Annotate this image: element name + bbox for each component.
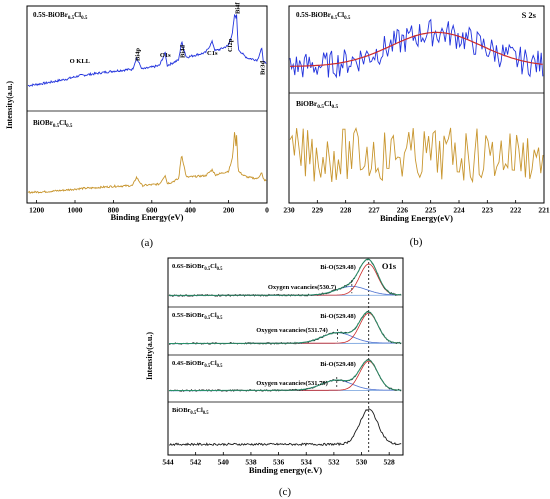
ov-label: Oxygen vacancies(531.79) xyxy=(256,380,328,387)
x-tick-label: 1000 xyxy=(68,206,83,215)
ov-component xyxy=(169,332,402,344)
x-tick-label: 534 xyxy=(301,458,313,467)
panel-c-frame xyxy=(167,257,404,456)
x-tick-label: 400 xyxy=(185,206,197,215)
peak-annotation: O KLL xyxy=(70,58,91,65)
x-tick-label: 221 xyxy=(538,206,550,215)
series-line-raw xyxy=(289,18,544,79)
x-tick-label: 228 xyxy=(340,206,352,215)
x-tick-label: 230 xyxy=(283,206,295,215)
x-tick-label: 227 xyxy=(368,206,380,215)
series-line-pristine-b xyxy=(289,127,544,184)
panel-c-title: O1s xyxy=(382,261,397,271)
peak-annotation: Bi4f xyxy=(234,2,241,14)
y-axis-label: Intensity(a.u.) xyxy=(5,81,14,129)
x-tick-label: 538 xyxy=(245,458,257,467)
x-tick-label: 226 xyxy=(397,206,409,215)
x-tick-label: 800 xyxy=(108,206,120,215)
series-line-0.5S xyxy=(27,13,267,87)
x-axis-label-b: Binding Energy(eV) xyxy=(380,213,453,223)
series-line-pristine xyxy=(27,132,267,194)
sample-label-a-top: 0.5S-BiOBr0.5Cl0.5 xyxy=(33,11,88,21)
x-tick-label: 536 xyxy=(273,458,285,467)
x-axis-label: Binding Energy(eV) xyxy=(111,212,184,222)
ov-label: Oxygen vacancies(530.7) xyxy=(268,284,336,291)
series-line-fit xyxy=(290,31,543,67)
panel-b-title: S 2s xyxy=(522,10,537,20)
panel-b-frame xyxy=(288,5,545,204)
peak-annotation: C1s xyxy=(207,50,218,57)
x-tick-label: 229 xyxy=(312,206,324,215)
x-tick-label: 224 xyxy=(453,206,465,215)
peak-annotation: O1s xyxy=(160,52,171,59)
peak-annotation: Cl2p xyxy=(227,38,234,52)
sample-label-a-bottom: BiOBr0.5Cl0.5 xyxy=(33,119,73,129)
bi-o-label: Bi-O(529.48) xyxy=(320,361,356,368)
envelope-fit xyxy=(169,311,402,344)
sample-label-b-bottom: BiOBr0.5Cl0.5 xyxy=(296,99,339,110)
panel-a-frame xyxy=(26,5,268,204)
x-tick-label: 540 xyxy=(218,458,230,467)
x-tick-label: 0 xyxy=(265,206,269,215)
bi-o-label: Bi-O(529.48) xyxy=(320,313,356,320)
x-tick-label: 532 xyxy=(328,458,340,467)
sample-label-c: BiOBr0.5Cl0.5 xyxy=(172,407,209,416)
ov-label: Oxygen vacancies(531.74) xyxy=(256,327,328,334)
x-tick-label: 542 xyxy=(190,458,202,467)
x-tick-label: 544 xyxy=(162,458,174,467)
bi-o-label: Bi-O(529.48) xyxy=(320,264,356,271)
peak-annotation: Br3d xyxy=(260,61,267,75)
x-tick-label: 223 xyxy=(482,206,494,215)
y-axis-label-c: Intensity(a.u.) xyxy=(145,332,154,380)
x-tick-label: 222 xyxy=(510,206,522,215)
peak-annotation: Bi4d xyxy=(180,45,187,58)
caption-a: (a) xyxy=(141,237,154,249)
sample-label-c: 0.4S-BiOBr0.5Cl0.5 xyxy=(172,360,223,369)
raw-spectrum xyxy=(168,408,402,447)
x-axis-label-c: Binding energy(e.V) xyxy=(249,465,322,475)
x-tick-label: 530 xyxy=(356,458,368,467)
envelope-fit xyxy=(169,258,402,296)
sample-label-b-top: 0.5S-BiOBr0.5Cl0.5 xyxy=(296,11,351,21)
sample-label-c: 0.5S-BiOBr0.5Cl0.5 xyxy=(172,312,223,321)
peak-annotation: Bi4p xyxy=(134,48,141,61)
caption-b: (b) xyxy=(410,236,423,248)
x-tick-label: 1200 xyxy=(29,206,44,215)
x-tick-label: 600 xyxy=(146,206,158,215)
sample-label-c: 0.6S-BiOBr0.5Cl0.5 xyxy=(172,263,223,272)
x-tick-label: 225 xyxy=(425,206,437,215)
x-tick-label: 200 xyxy=(223,206,235,215)
x-tick-label: 528 xyxy=(384,458,396,467)
caption-c: (c) xyxy=(279,486,292,498)
envelope-fit xyxy=(169,359,402,391)
